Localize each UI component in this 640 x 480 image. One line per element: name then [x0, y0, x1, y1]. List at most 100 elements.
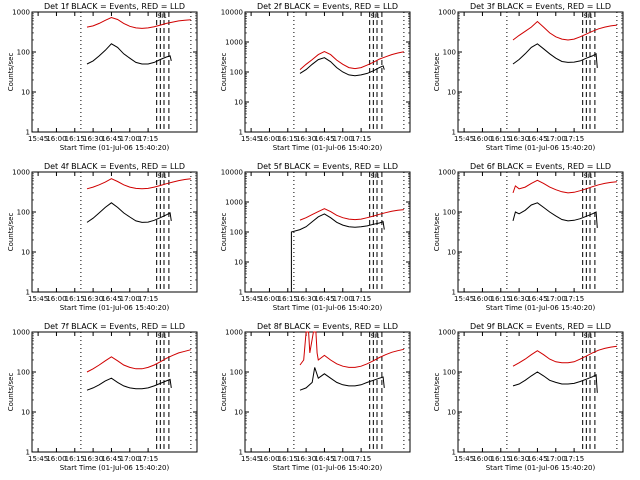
x-tick-label: 16:15: [278, 295, 298, 303]
x-tick-label: 16:00: [472, 295, 492, 303]
y-tick-label: 10: [21, 89, 30, 97]
flag-label: I1: [374, 173, 380, 180]
x-tick-label: 16:15: [491, 455, 511, 463]
y-tick-label: 10: [234, 99, 243, 107]
flag-label: I1: [161, 333, 167, 340]
x-tick-label: 16:00: [46, 295, 66, 303]
x-tick-label: 16:30: [83, 455, 103, 463]
x-tick-label: 16:30: [296, 295, 316, 303]
x-axis-label: Start Time (01-Jul-06 15:40:20): [486, 464, 596, 472]
series-line-lld: [299, 208, 404, 221]
x-axis-label: Start Time (01-Jul-06 15:40:20): [273, 304, 383, 312]
chart-title: Det 8f BLACK = Events, RED = LLD: [257, 322, 398, 331]
x-tick-label: 16:30: [509, 295, 529, 303]
x-tick-label: 15:45: [454, 455, 474, 463]
y-tick-label: 1: [239, 449, 243, 457]
y-axis-label: Counts/sec: [220, 373, 228, 412]
chart-title: Det 1f BLACK = Events, RED = LLD: [44, 2, 185, 11]
plot-frame: [31, 331, 198, 453]
x-tick-label: 15:45: [28, 455, 48, 463]
flag-label: SI: [371, 13, 377, 20]
y-tick-label: 1: [452, 449, 456, 457]
flag-label: I1: [374, 13, 380, 20]
x-tick-label: 16:30: [296, 455, 316, 463]
y-tick-label: 10: [21, 409, 30, 417]
x-tick-label: 16:45: [101, 135, 121, 143]
y-tick-label: 1000: [225, 199, 243, 207]
chart-title: Det 7f BLACK = Events, RED = LLD: [44, 322, 185, 331]
y-axis-label: Counts/sec: [7, 53, 15, 92]
flag-label: SI: [371, 173, 377, 180]
y-tick-label: 100: [17, 369, 30, 377]
x-axis-label: Start Time (01-Jul-06 15:40:20): [273, 464, 383, 472]
chart-panel-5: Det 5f BLACK = Events, RED = LLD 1 10 100 10…: [220, 162, 411, 312]
y-tick-label: 10000: [221, 9, 243, 17]
series-line-lld: [299, 51, 404, 70]
x-tick-label: 16:00: [259, 455, 279, 463]
chart-panel-8: Det 8f BLACK = Events, RED = LLD 1 10 100 10…: [220, 322, 411, 472]
x-tick-label: 15:45: [454, 295, 474, 303]
x-tick-label: 17:15: [564, 135, 584, 143]
x-tick-label: 15:45: [28, 135, 48, 143]
series-line-lld: [86, 178, 191, 190]
x-tick-label: 17:00: [546, 135, 566, 143]
chart-title: Det 4f BLACK = Events, RED = LLD: [44, 162, 185, 171]
y-axis-label: Counts/sec: [433, 53, 441, 92]
x-tick-label: 16:30: [509, 135, 529, 143]
x-tick-label: 16:30: [296, 135, 316, 143]
y-tick-label: 1: [26, 449, 30, 457]
x-axis-label: Start Time (01-Jul-06 15:40:20): [486, 144, 596, 152]
x-tick-label: 17:15: [564, 455, 584, 463]
flag-label: SI: [584, 333, 590, 340]
y-axis-label: Counts/sec: [220, 53, 228, 92]
y-axis-label: Counts/sec: [7, 213, 15, 252]
series-line-events: [86, 202, 172, 223]
chart-panel-7: Det 7f BLACK = Events, RED = LLD 1 10 100 10…: [7, 322, 198, 472]
x-tick-label: 15:45: [241, 455, 261, 463]
flag-label: SI: [584, 173, 590, 180]
series-line-events: [299, 57, 385, 77]
y-axis-label: Counts/sec: [7, 373, 15, 412]
plot-frame: [31, 11, 198, 133]
series-line-events: [512, 371, 598, 393]
x-tick-label: 16:15: [278, 455, 298, 463]
x-axis-label: Start Time (01-Jul-06 15:40:20): [60, 464, 170, 472]
series-line-lld: [86, 349, 192, 373]
series-line-events: [299, 367, 385, 391]
series-line-events: [512, 202, 598, 228]
x-tick-label: 17:15: [351, 455, 371, 463]
plot-frame: [244, 331, 411, 453]
x-tick-label: 17:15: [138, 295, 158, 303]
y-tick-label: 100: [230, 229, 243, 237]
x-tick-label: 15:45: [454, 135, 474, 143]
x-tick-label: 16:45: [314, 455, 334, 463]
y-tick-label: 1000: [438, 9, 456, 17]
x-tick-label: 17:00: [333, 455, 353, 463]
y-tick-label: 10: [21, 249, 30, 257]
chart-title: Det 6f BLACK = Events, RED = LLD: [470, 162, 611, 171]
x-tick-label: 15:45: [28, 295, 48, 303]
series-line-events: [86, 43, 172, 65]
x-tick-label: 17:00: [120, 455, 140, 463]
x-tick-label: 16:00: [259, 295, 279, 303]
chart-title: Det 2f BLACK = Events, RED = LLD: [257, 2, 398, 11]
flag-label: I1: [587, 173, 593, 180]
x-tick-label: 15:45: [241, 295, 261, 303]
y-tick-label: 100: [17, 49, 30, 57]
x-axis-label: Start Time (01-Jul-06 15:40:20): [60, 144, 170, 152]
chart-title: Det 5f BLACK = Events, RED = LLD: [257, 162, 398, 171]
y-tick-label: 10: [234, 409, 243, 417]
x-tick-label: 16:15: [491, 135, 511, 143]
x-tick-label: 17:00: [120, 135, 140, 143]
flag-label: I1: [374, 333, 380, 340]
series-line-lld: [512, 179, 617, 194]
x-axis-label: Start Time (01-Jul-06 15:40:20): [486, 304, 596, 312]
y-tick-label: 10: [234, 259, 243, 267]
x-tick-label: 17:00: [120, 295, 140, 303]
y-tick-label: 100: [443, 49, 456, 57]
plot-frame: [457, 11, 624, 133]
y-tick-label: 100: [17, 209, 30, 217]
x-tick-label: 16:15: [491, 295, 511, 303]
chart-panel-4: Det 4f BLACK = Events, RED = LLD 1 10 100 10…: [7, 162, 198, 312]
